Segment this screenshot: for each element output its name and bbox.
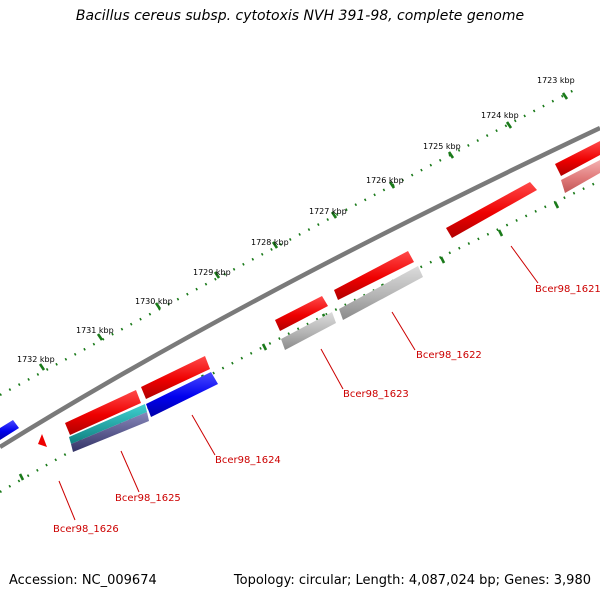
gene-arrow[interactable] — [446, 182, 537, 238]
accession-text: Accession: NC_009674 — [9, 573, 157, 588]
small-feature[interactable] — [38, 434, 47, 447]
gene-labels: Bcer98_1621 Bcer98_1622 Bcer98_1623 Bcer… — [53, 284, 600, 535]
gene-arrow[interactable] — [0, 420, 19, 440]
gene-label[interactable]: Bcer98_1623 — [343, 389, 409, 400]
companion-features — [69, 160, 600, 452]
gene-arrow[interactable] — [334, 251, 414, 300]
kbp-label: 1728 kbp — [251, 238, 289, 247]
gene-label[interactable]: Bcer98_1622 — [416, 350, 482, 361]
inner-tick-track — [0, 179, 600, 494]
kbp-scale-labels: 1723 kbp 1724 kbp 1725 kbp 1726 kbp 1727… — [17, 76, 575, 364]
feature-bar[interactable] — [71, 412, 149, 452]
gene-arrow[interactable] — [146, 372, 218, 417]
reverse-genes — [0, 372, 218, 440]
kbp-label: 1725 kbp — [423, 142, 461, 151]
kbp-label: 1727 kbp — [309, 207, 347, 216]
gene-arrow[interactable] — [555, 141, 600, 176]
feature-bar[interactable] — [69, 404, 147, 444]
feature-bar[interactable] — [281, 312, 336, 350]
kbp-label: 1723 kbp — [537, 76, 575, 85]
gene-leader-lines — [58, 245, 539, 521]
outer-tick-track — [0, 86, 579, 397]
gene-label[interactable]: Bcer98_1625 — [115, 493, 181, 504]
gene-arrow[interactable] — [65, 390, 141, 435]
kbp-label: 1724 kbp — [481, 111, 519, 120]
genome-summary-text: Topology: circular; Length: 4,087,024 bp… — [233, 573, 591, 588]
genome-backbone — [0, 125, 600, 449]
gene-arrow[interactable] — [275, 296, 328, 331]
map-title: Bacillus cereus subsp. cytotoxis NVH 391… — [75, 8, 525, 24]
gene-label[interactable]: Bcer98_1626 — [53, 524, 119, 535]
kbp-label: 1730 kbp — [135, 297, 173, 306]
gene-arrow[interactable] — [141, 356, 210, 399]
kbp-label: 1732 kbp — [17, 355, 55, 364]
outer-major-ticks — [38, 92, 569, 371]
kbp-label: 1726 kbp — [366, 176, 404, 185]
gene-label[interactable]: Bcer98_1624 — [215, 455, 281, 466]
gene-label[interactable]: Bcer98_1621 — [535, 284, 600, 295]
kbp-label: 1731 kbp — [76, 326, 114, 335]
forward-genes — [38, 141, 600, 447]
feature-bar[interactable] — [339, 266, 423, 320]
kbp-label: 1729 kbp — [193, 268, 231, 277]
feature-bar[interactable] — [561, 160, 600, 193]
